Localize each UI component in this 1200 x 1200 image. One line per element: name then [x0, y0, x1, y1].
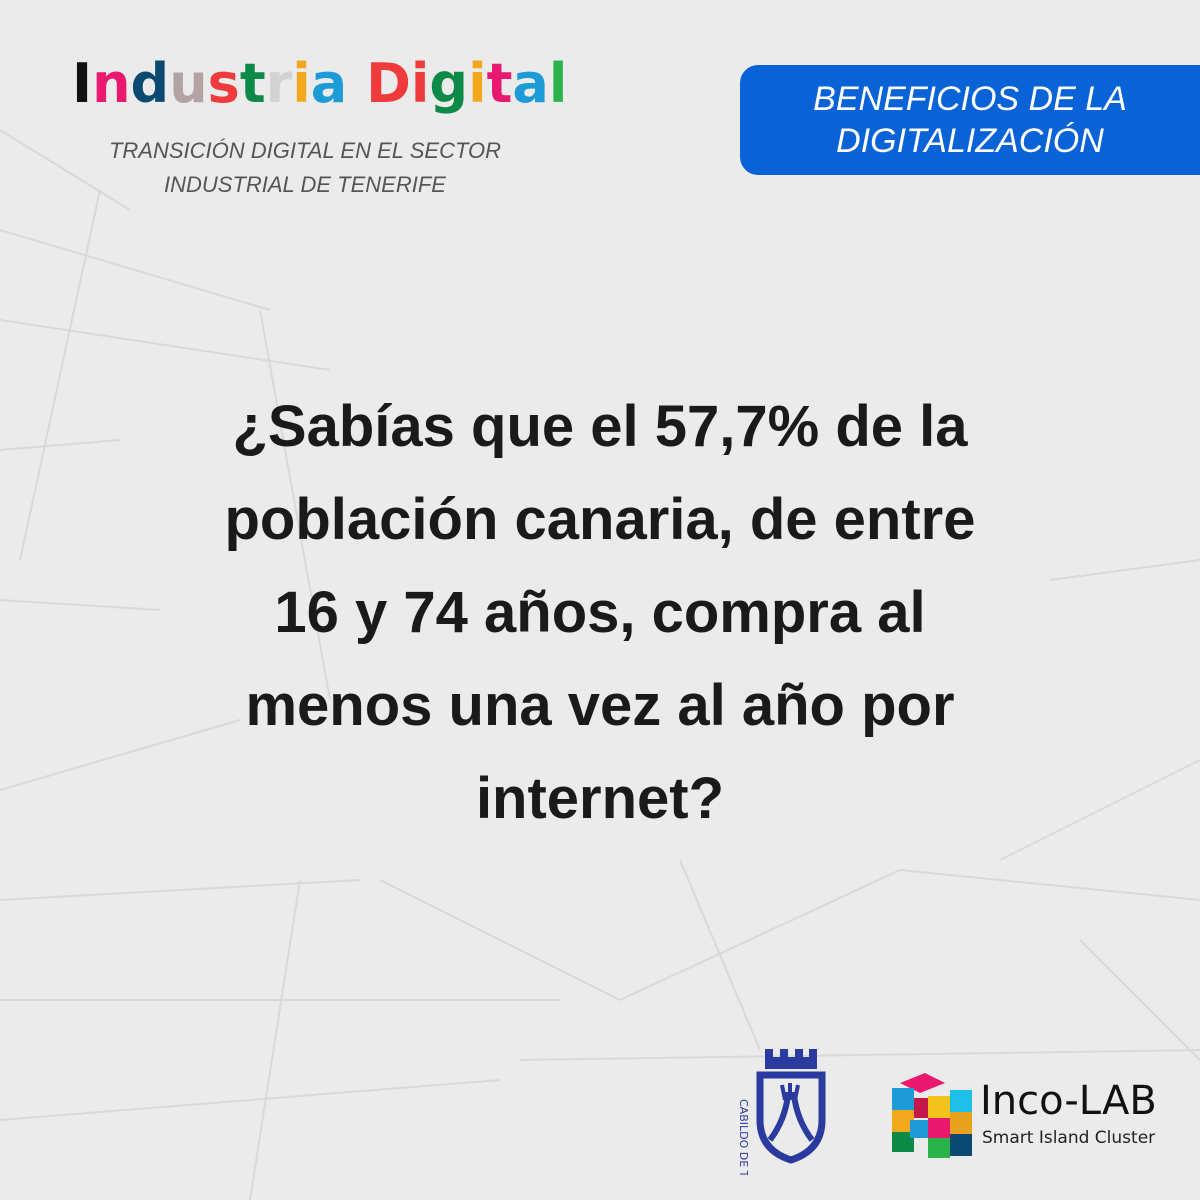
- logo-letter: D: [366, 52, 411, 115]
- logo-letter: s: [207, 52, 240, 115]
- question-line: ¿Sabías que el 57,7% de la: [232, 394, 968, 459]
- logo-letter: g: [429, 52, 469, 115]
- logo-letter: a: [310, 52, 348, 115]
- question-text: ¿Sabías que el 57,7% de la población can…: [100, 380, 1100, 845]
- logo-letter: t: [239, 52, 266, 115]
- badge-line-1: BENEFICIOS DE LA: [813, 80, 1127, 118]
- logo-letter: r: [265, 52, 293, 115]
- question-line: internet?: [475, 766, 725, 831]
- incolab-name: Inco-LAB: [980, 1078, 1157, 1124]
- cabildo-de-tenerife-logo: CABILDO DE TENERIFE: [737, 1049, 826, 1175]
- category-badge: BENEFICIOS DE LA DIGITALIZACIÓN: [740, 65, 1200, 175]
- cabildo-logo-text: CABILDO DE TENERIFE: [737, 1099, 750, 1175]
- logo-letter: i: [292, 52, 311, 115]
- logo-letter: d: [130, 52, 170, 115]
- logo-letter: [347, 52, 366, 115]
- logo-letter: t: [486, 52, 513, 115]
- logo-subtitle: TRANSICIÓN DIGITAL EN EL SECTOR INDUSTRI…: [90, 134, 520, 202]
- question-line: población canaria, de entre: [224, 487, 976, 552]
- incolab-tagline: Smart Island Cluster: [982, 1128, 1156, 1148]
- logo-letter: l: [548, 52, 568, 115]
- logo-letter: n: [92, 52, 131, 115]
- logo-letter: i: [468, 52, 487, 115]
- industria-digital-logo: Industria Digital: [72, 52, 567, 115]
- question-line: 16 y 74 años, compra al: [274, 580, 926, 645]
- logo-letter: a: [512, 52, 549, 115]
- subtitle-line-2: INDUSTRIAL DE TENERIFE: [164, 172, 446, 197]
- logo-letter: I: [72, 52, 93, 115]
- incolab-cube-logo: [892, 1073, 972, 1158]
- logo-letter: i: [410, 52, 430, 115]
- subtitle-line-1: TRANSICIÓN DIGITAL EN EL SECTOR: [108, 138, 501, 163]
- logo-letter: u: [169, 52, 208, 115]
- badge-line-2: DIGITALIZACIÓN: [836, 122, 1104, 160]
- question-line: menos una vez al año por: [245, 673, 955, 738]
